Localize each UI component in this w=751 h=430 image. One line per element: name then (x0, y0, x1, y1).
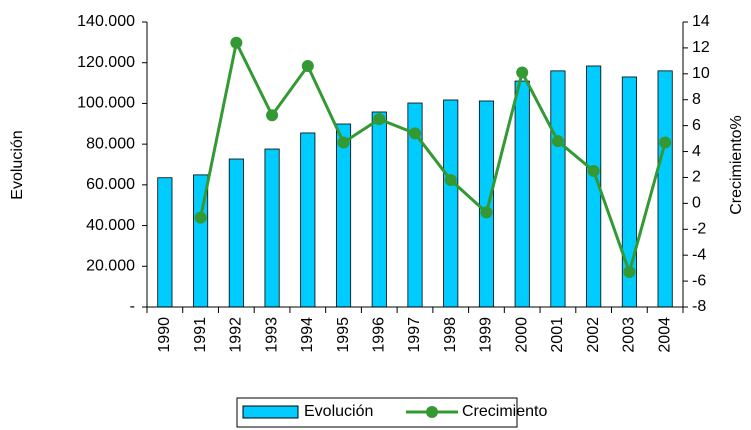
x-tick-label: 2001 (549, 317, 566, 353)
bar (514, 80, 530, 308)
line-point (587, 164, 600, 177)
x-tick-label: 1998 (442, 317, 459, 353)
y2-tick-label: 14 (692, 13, 710, 30)
line-point (444, 174, 457, 187)
line-point (266, 109, 279, 122)
legend-label: Crecimiento (462, 403, 547, 420)
line-point (623, 266, 636, 279)
x-tick-label: 1994 (299, 317, 316, 353)
line-point (409, 127, 421, 140)
y-tick-label: 40.000 (86, 217, 135, 234)
x-tick-label: 1999 (478, 317, 495, 353)
legend-marker (426, 406, 438, 418)
bar (478, 100, 495, 308)
bar (371, 111, 387, 308)
x-tick-label: 1992 (228, 317, 245, 353)
y2-tick-label: 10 (692, 65, 710, 82)
y-tick-label: 80.000 (86, 135, 135, 152)
y2-tick-label: 4 (692, 143, 701, 160)
y2-tick-label: -8 (692, 298, 706, 315)
y2-tick-label: 12 (692, 39, 710, 56)
legend-label: Evolución (304, 403, 373, 420)
y2-tick-label: -6 (692, 272, 706, 289)
bar (264, 148, 280, 308)
y2-tick-label: -2 (692, 220, 706, 237)
y-tick-label: 120.000 (77, 54, 135, 71)
x-tick-label: 1990 (156, 317, 173, 353)
x-tick-label: 2003 (621, 317, 638, 353)
bar (300, 132, 316, 308)
y-tick-label: 100.000 (77, 95, 135, 112)
x-tick-label: 2000 (513, 317, 530, 353)
x-tick-label: 1997 (406, 317, 423, 353)
line-point (516, 66, 529, 79)
bar (443, 99, 459, 308)
line-point (337, 136, 350, 149)
bar (335, 123, 352, 308)
x-tick-label: 2004 (656, 317, 673, 353)
y-tick-label: 20.000 (86, 258, 135, 275)
line-point (551, 135, 564, 148)
y2-tick-label: 2 (692, 169, 701, 186)
line-point (230, 36, 243, 49)
x-tick-label: 1991 (192, 317, 209, 353)
line-point (373, 113, 386, 126)
x-tick-label: 1995 (335, 317, 352, 353)
bar (157, 177, 173, 308)
y-tick-label: - (130, 298, 135, 315)
y2-tick-label: -4 (692, 246, 706, 263)
legend-swatch (242, 405, 299, 419)
y2-tick-label: 6 (692, 117, 701, 134)
line-point (480, 206, 493, 219)
line-point (194, 211, 207, 224)
y-axis-label: Evolución (9, 130, 26, 199)
x-tick-label: 1996 (370, 317, 387, 353)
y2-axis-label: Crecimiento% (728, 115, 745, 215)
line-point (301, 60, 314, 73)
y-tick-label: 60.000 (86, 176, 135, 193)
bar (657, 70, 673, 308)
y2-tick-label: 0 (692, 195, 701, 212)
y-tick-label: 140.000 (77, 13, 135, 30)
x-tick-label: 1993 (263, 317, 280, 353)
bar (228, 158, 244, 308)
line (199, 38, 667, 278)
x-tick-label: 2002 (585, 317, 602, 353)
bar (550, 70, 566, 308)
y2-tick-label: 8 (692, 91, 701, 108)
line-point (659, 136, 672, 149)
